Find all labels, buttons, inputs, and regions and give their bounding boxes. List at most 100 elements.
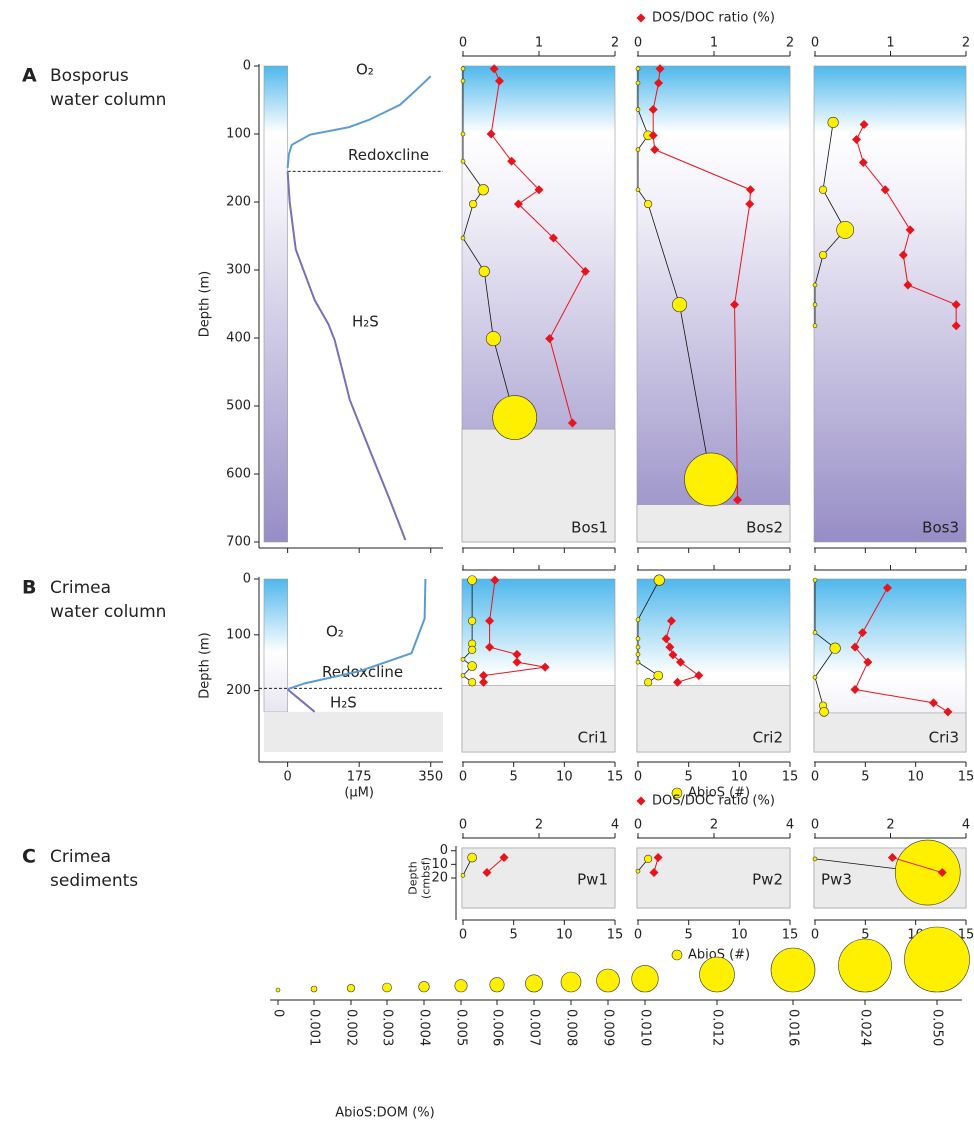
legend-marker bbox=[636, 13, 646, 23]
dosdoc-point bbox=[567, 418, 577, 428]
panel-title: water column bbox=[50, 602, 166, 622]
dosdoc-point bbox=[903, 280, 913, 290]
dosdoc-point bbox=[852, 134, 862, 144]
y-tick-label: 100 bbox=[226, 127, 251, 142]
dosdoc-point bbox=[863, 657, 873, 667]
profile-line bbox=[286, 75, 432, 169]
legend-label: AbioS (#) bbox=[688, 948, 750, 963]
size-tick-label: 0.004 bbox=[417, 1009, 432, 1046]
dosdoc-point bbox=[548, 233, 558, 243]
dosdoc-point bbox=[499, 853, 509, 863]
legend-label: AbioS (#) bbox=[688, 786, 750, 801]
x-tick-label: 5 bbox=[861, 928, 869, 943]
dosdoc-point bbox=[650, 145, 660, 155]
station-name: Pw3 bbox=[821, 871, 852, 889]
abios-point bbox=[812, 323, 818, 329]
size-key bbox=[560, 971, 582, 993]
dosdoc-point bbox=[730, 300, 740, 310]
x-tick-label: 0 bbox=[634, 818, 642, 833]
seafloor bbox=[636, 685, 791, 753]
abios-point bbox=[478, 265, 490, 277]
abios-point bbox=[635, 652, 641, 657]
dosdoc-point bbox=[887, 853, 897, 863]
size-key bbox=[699, 956, 735, 993]
x-axis-title: (µM) bbox=[344, 786, 374, 801]
dosdoc-point bbox=[668, 650, 678, 660]
seafloor bbox=[264, 711, 443, 752]
dosdoc-point bbox=[951, 300, 961, 310]
size-tick-label: 0.001 bbox=[307, 1009, 322, 1046]
x-tick-label: 0 bbox=[459, 36, 467, 51]
size-key bbox=[310, 985, 318, 993]
x-tick-label: 5 bbox=[510, 770, 518, 785]
legend-marker bbox=[671, 787, 683, 799]
size-key bbox=[382, 982, 392, 993]
abios-point bbox=[819, 707, 829, 717]
dosdoc-point bbox=[648, 105, 658, 115]
dosdoc-point bbox=[858, 158, 868, 168]
x-tick-label: 15 bbox=[607, 770, 624, 785]
abios-point bbox=[644, 678, 653, 687]
abios-point bbox=[635, 644, 641, 650]
size-tick-label: 0.009 bbox=[601, 1009, 616, 1046]
abios-point bbox=[635, 659, 641, 665]
seafloor bbox=[461, 847, 616, 909]
station-name: Cri2 bbox=[753, 729, 783, 747]
x-tick-label: 10 bbox=[907, 770, 924, 785]
panel-title: Bosporus bbox=[50, 66, 129, 86]
x-tick-label: 4 bbox=[962, 818, 970, 833]
dosdoc-point bbox=[694, 671, 704, 681]
y-tick-label: 20 bbox=[431, 871, 448, 886]
dosdoc-point bbox=[655, 64, 665, 74]
dosdoc-point bbox=[486, 129, 496, 139]
abios-point bbox=[635, 80, 641, 86]
dosdoc-point bbox=[937, 868, 947, 878]
abios-point bbox=[653, 574, 665, 586]
dosdoc-point bbox=[485, 642, 495, 652]
x-tick-label: 5 bbox=[861, 770, 869, 785]
size-tick-label: 0.050 bbox=[930, 1009, 945, 1046]
x-tick-label: 15 bbox=[607, 928, 624, 943]
abios-point bbox=[468, 616, 477, 625]
station-name: Bos3 bbox=[922, 519, 959, 537]
abios-point bbox=[635, 147, 641, 152]
dosdoc-point bbox=[512, 649, 522, 659]
abios-point bbox=[460, 872, 466, 878]
panel-label: A bbox=[22, 65, 37, 87]
dosdoc-point bbox=[545, 334, 555, 344]
abios-point bbox=[635, 617, 641, 623]
abios-point bbox=[460, 131, 466, 137]
size-tick-label: 0.005 bbox=[454, 1009, 469, 1046]
size-tick-label: 0 bbox=[271, 1009, 286, 1017]
panel-title: Crimea bbox=[50, 578, 111, 598]
y-tick-label: 300 bbox=[226, 263, 251, 278]
x-tick-label: 2 bbox=[886, 818, 894, 833]
abios-point bbox=[672, 297, 688, 313]
x-tick-label: 350 bbox=[418, 770, 443, 785]
x-tick-label: 0 bbox=[811, 928, 819, 943]
station-panel bbox=[813, 65, 967, 543]
x-tick-label: 2 bbox=[962, 36, 970, 51]
x-tick-label: 10 bbox=[731, 770, 748, 785]
x-tick-label: 0 bbox=[811, 36, 819, 51]
x-tick-label: 4 bbox=[611, 818, 619, 833]
dosdoc-point bbox=[898, 250, 908, 260]
dosdoc-point bbox=[653, 853, 663, 863]
redoxcline-label: Redoxcline bbox=[322, 663, 403, 681]
x-tick-label: 0 bbox=[459, 770, 467, 785]
dosdoc-point bbox=[665, 642, 675, 652]
dosdoc-line bbox=[490, 68, 586, 424]
dosdoc-point bbox=[648, 130, 658, 140]
x-tick-label: 4 bbox=[786, 818, 794, 833]
profile-line bbox=[287, 578, 427, 691]
dosdoc-point bbox=[489, 64, 499, 74]
water-bar bbox=[263, 578, 288, 713]
abios-point bbox=[468, 678, 477, 687]
x-tick-label: 15 bbox=[782, 770, 799, 785]
y-tick-label: 400 bbox=[226, 331, 251, 346]
panel-title: water column bbox=[50, 90, 166, 110]
y-tick-label: 200 bbox=[226, 683, 251, 698]
x-tick-label: 10 bbox=[556, 928, 573, 943]
abios-point bbox=[485, 331, 501, 347]
x-tick-label: 1 bbox=[710, 36, 718, 51]
